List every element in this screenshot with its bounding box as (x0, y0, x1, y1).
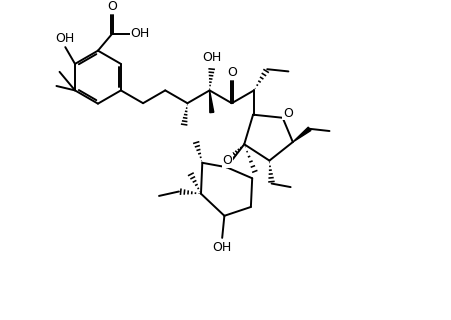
Text: O: O (282, 107, 292, 120)
Text: OH: OH (55, 32, 74, 45)
Text: OH: OH (212, 241, 231, 254)
Text: OH: OH (130, 28, 150, 40)
Text: O: O (226, 66, 236, 79)
Text: O: O (222, 154, 232, 167)
Text: OH: OH (202, 51, 221, 64)
Text: O: O (107, 0, 117, 13)
Polygon shape (209, 90, 213, 113)
Polygon shape (292, 127, 310, 142)
